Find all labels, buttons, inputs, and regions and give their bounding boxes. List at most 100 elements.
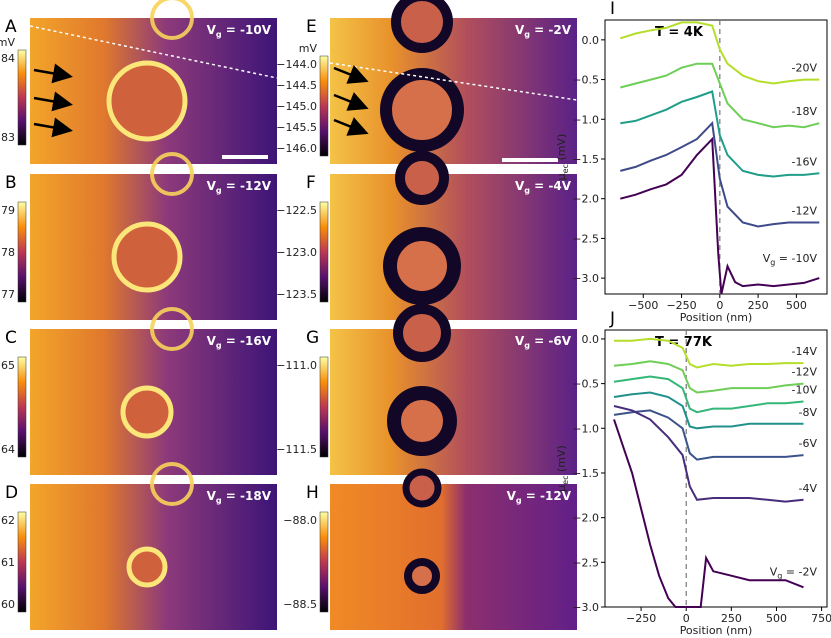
y-tick-label: −2.5	[572, 232, 599, 245]
y-tick-label: −3.0	[572, 272, 599, 285]
image-panels: A 84 83 mV Vg = -10V B 79 78 77 Vg = -12V C 65 64 Vg …	[0, 0, 578, 630]
series-line--6V	[613, 409, 804, 461]
panel-h-image	[330, 484, 577, 630]
x-tick-label: 0	[683, 612, 690, 625]
y-tick-label: 0.0	[582, 34, 600, 47]
series-line--10V	[620, 136, 820, 295]
panel-f-colorbar-tick: −122.5	[276, 204, 317, 217]
panel-f: F −122.5 −123.0 −123.5 Vg = -4V	[276, 151, 577, 320]
panel-c-ring	[120, 385, 174, 439]
panel-c-colorbar-tick: 65	[1, 359, 15, 372]
panel-h-vg-label: Vg = -12V	[507, 489, 572, 505]
panel-b-vg-label: Vg = -12V	[207, 179, 272, 195]
panel-e: E −144.0 −144.5 −145.0 −145.5 −146.0 mV Vg = -2…	[276, 0, 578, 164]
panel-g-colorbar	[319, 356, 329, 458]
series-label--16V: -16V	[792, 155, 818, 168]
series-line--12V	[613, 360, 804, 394]
panel-g-image	[330, 329, 577, 475]
x-tick-label: −250	[666, 299, 696, 312]
panel-c-vg-label: Vg = -16V	[207, 334, 272, 350]
x-tick-label: −250	[626, 612, 656, 625]
panel-h-colorbar-tick: −88.0	[283, 514, 317, 527]
panel-letter-b: B	[5, 173, 17, 193]
panel-e-scalebar	[502, 158, 558, 162]
chart-i: I T = 4K −500 −250 0 250 500 0.0 −0.5 −1.0 −1.5 −2.…	[555, 0, 828, 324]
x-axis-label: Position (nm)	[680, 311, 753, 324]
chart-title: T = 4K	[655, 25, 704, 40]
panel-g: G −111.0 −111.5 Vg = -6V	[276, 304, 577, 475]
chart-frame	[604, 19, 828, 295]
series-line--14V	[614, 337, 804, 369]
panel-letter-d: D	[5, 483, 18, 503]
x-tick-label: 500	[786, 299, 807, 312]
x-tick-label: 250	[748, 299, 769, 312]
panel-f-colorbar	[319, 201, 329, 303]
panel-e-arrow	[333, 92, 369, 111]
panel-b: B 79 78 77 Vg = -12V	[1, 152, 277, 320]
series-label--6V: -6V	[799, 437, 818, 450]
panel-b-colorbar-tick: 78	[1, 246, 15, 259]
series-label--10V: Vg = -10V	[763, 252, 818, 267]
y-tick-label: −3.0	[572, 601, 599, 614]
panel-a-arrow	[33, 63, 73, 84]
y-axis-label: μec (mV)	[555, 134, 570, 181]
panel-e-colorbar-tick: −145.0	[276, 100, 317, 113]
series-label--10V: -10V	[792, 383, 818, 396]
panel-b-colorbar-tick: 79	[1, 204, 15, 217]
series-label--20V: -20V	[792, 62, 818, 75]
panel-a-colorbar-tick: 83	[1, 131, 15, 144]
panel-a-ring	[106, 60, 188, 142]
panel-a-colorbar-unit: mV	[0, 36, 15, 49]
y-tick-label: −1.0	[572, 113, 599, 126]
panel-a-vg-label: Vg = -10V	[207, 23, 272, 39]
panel-b-ring	[111, 221, 183, 293]
series-label--12V: -12V	[792, 205, 818, 218]
panel-d-colorbar-tick: 60	[1, 598, 15, 611]
panel-h-colorbar	[319, 511, 329, 613]
y-tick-label: −2.0	[572, 512, 599, 525]
panel-e-ring	[380, 68, 464, 152]
panel-e-colorbar	[319, 55, 329, 157]
panel-d-ring	[126, 546, 168, 588]
panel-d-colorbar-tick: 61	[1, 556, 15, 569]
panel-a-scalebar	[222, 155, 268, 159]
panel-e-vg-label: Vg = -2V	[515, 23, 572, 39]
y-tick-label: −0.5	[572, 378, 599, 391]
x-axis-label: Position (nm)	[680, 624, 753, 637]
chart-title: T = 77K	[655, 335, 713, 350]
panel-a: A 84 83 mV Vg = -10V	[0, 0, 278, 164]
panel-letter-a: A	[5, 17, 17, 37]
x-tick-label: −500	[628, 299, 658, 312]
series-line--8V	[613, 391, 804, 430]
panel-letter-e: E	[306, 17, 317, 37]
panel-f-top-ring	[395, 151, 449, 205]
panel-e-colorbar-unit: mV	[299, 42, 318, 55]
panel-g-colorbar-tick: −111.5	[276, 443, 317, 456]
series-line--20V	[620, 21, 820, 85]
series-line--16V	[620, 90, 820, 178]
chart-frame	[604, 329, 828, 608]
series-label--4V: -4V	[799, 482, 818, 495]
series-label--18V: -18V	[792, 105, 818, 118]
y-tick-label: 0.0	[582, 333, 600, 346]
panel-a-top-ring	[150, 0, 194, 40]
series-label--14V: -14V	[792, 345, 818, 358]
series-label--2V: Vg = -2V	[770, 565, 818, 580]
panel-d: D 62 61 60 Vg = -18V	[1, 462, 277, 630]
panel-f-ring	[383, 227, 461, 305]
series-label--8V: -8V	[799, 406, 818, 419]
panel-e-arrow	[333, 65, 369, 84]
panel-h: H −88.0 −88.5 Vg = -12V	[283, 468, 577, 630]
x-tick-label: 0	[716, 299, 723, 312]
y-tick-label: −2.5	[572, 556, 599, 569]
panel-f-colorbar-tick: −123.5	[276, 288, 317, 301]
panel-a-colorbar	[17, 49, 27, 146]
panel-g-ring	[387, 386, 457, 456]
panel-a-arrow	[33, 91, 73, 112]
panel-b-colorbar-tick: 77	[1, 288, 15, 301]
panel-letter-j: J	[609, 309, 615, 329]
panel-g-colorbar-tick: −111.0	[276, 359, 317, 372]
panel-g-top-ring	[393, 304, 451, 362]
x-tick-label: 250	[721, 612, 742, 625]
panel-h-ring	[404, 558, 440, 594]
